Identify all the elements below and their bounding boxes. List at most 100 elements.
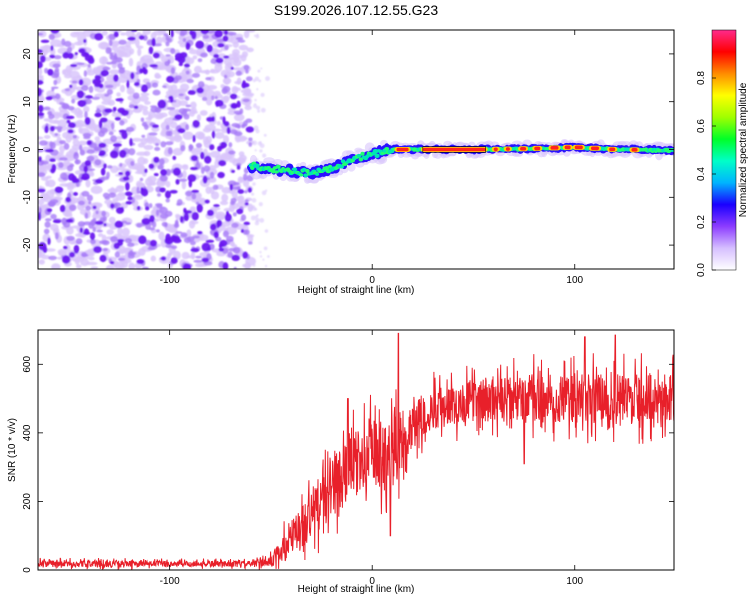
noise-blob-dark — [94, 75, 102, 80]
noise-blob-mid — [92, 226, 97, 233]
track-hot-core — [505, 147, 510, 151]
noise-blob-dark — [236, 164, 241, 170]
noise-blob-dark — [223, 121, 230, 127]
noise-blob-dark — [206, 116, 215, 122]
noise-blob-mid — [234, 131, 243, 137]
colorbar-tick-label: 0.8 — [696, 71, 707, 85]
noise-blob-light — [38, 74, 44, 78]
noise-blob-light — [111, 44, 118, 52]
noise-blob-dark — [98, 150, 106, 156]
noise-blob-light — [108, 216, 116, 224]
noise-blob-light — [230, 241, 235, 247]
noise-blob-light — [234, 133, 242, 143]
noise-blob-dark — [49, 54, 55, 59]
noise-blob-dark — [125, 181, 130, 191]
spectrogram-y-ticks: -20 -10 0 10 20 — [22, 48, 674, 252]
noise-blob-dark — [213, 53, 220, 59]
noise-blob-light — [182, 164, 189, 168]
noise-blob-light — [40, 176, 49, 181]
noise-blob-light — [115, 193, 126, 201]
noise-blob-mid — [193, 259, 203, 263]
noise-blob-mid — [81, 253, 89, 257]
noise-blob-mid — [86, 155, 95, 162]
noise-blob-light — [101, 100, 112, 105]
noise-blob-dark — [113, 242, 120, 250]
noise-blob-mid — [79, 149, 86, 156]
noise-blob-dark — [68, 251, 76, 258]
noise-blob-mid — [173, 99, 177, 103]
noise-blob-light — [90, 266, 99, 269]
noise-blob-dark — [149, 64, 158, 68]
noise-blob-dark — [67, 52, 74, 60]
noise-blob-dark — [127, 36, 136, 41]
noise-blob-dark — [191, 189, 200, 194]
noise-blob-dark — [114, 220, 124, 229]
noise-dot-edge — [258, 79, 262, 83]
noise-blob-dark — [76, 90, 85, 99]
noise-blob-mid — [228, 142, 233, 148]
noise-blob-dark — [144, 206, 150, 211]
noise-blob-mid — [144, 239, 152, 246]
track-core-green — [358, 157, 364, 162]
noise-blob-dark — [197, 231, 203, 235]
noise-blob-mid — [43, 106, 51, 111]
track-core-green — [360, 151, 365, 156]
noise-blob-light — [118, 264, 124, 268]
noise-blob-mid — [135, 71, 141, 75]
snr-x-tick-label: 100 — [566, 576, 583, 587]
noise-blob-dark — [100, 167, 106, 176]
noise-blob-light — [158, 112, 168, 118]
noise-blob-dark — [77, 99, 87, 107]
noise-blob-mid — [227, 180, 237, 187]
noise-blob-mid — [209, 171, 215, 179]
noise-blob-mid — [119, 162, 123, 167]
noise-blob-light — [106, 229, 114, 235]
noise-dot-edge — [263, 246, 268, 251]
noise-blob-dark — [213, 231, 219, 239]
noise-blob-mid — [68, 204, 77, 211]
noise-blob-light — [43, 134, 51, 139]
noise-blob-mid — [233, 110, 242, 115]
noise-blob-light — [39, 95, 45, 103]
noise-dot-edge — [261, 190, 267, 196]
noise-blob-dark — [136, 258, 145, 265]
noise-blob-light — [115, 185, 125, 193]
snr-frame — [37, 329, 675, 571]
spectrogram-x-tick-label: 0 — [369, 275, 375, 286]
noise-blob-mid — [203, 165, 211, 172]
noise-blob-mid — [55, 93, 61, 100]
noise-blob-light — [236, 200, 249, 209]
noise-blob-mid — [166, 106, 176, 111]
noise-blob-light — [101, 234, 107, 242]
noise-blob-mid — [158, 158, 165, 166]
noise-blob-dark — [207, 209, 214, 217]
noise-blob-mid — [242, 173, 248, 181]
noise-blob-light — [205, 97, 213, 106]
noise-dot-edge — [251, 198, 257, 203]
snr-x-ticks: -100 0 100 — [160, 330, 584, 587]
noise-blob-dark — [218, 247, 225, 252]
noise-blob-light — [64, 183, 75, 188]
noise-blob-dark — [130, 72, 135, 80]
noise-blob-light — [78, 127, 90, 135]
noise-blob-dark — [38, 79, 44, 85]
noise-blob-mid — [38, 172, 46, 178]
noise-blob-dark — [138, 35, 145, 40]
noise-blob-mid — [128, 104, 135, 109]
noise-blob-mid — [147, 247, 156, 251]
noise-blob-light — [118, 51, 128, 58]
noise-blob-mid — [117, 257, 126, 261]
noise-blob-mid — [61, 38, 66, 46]
noise-blob-light — [181, 251, 190, 260]
noise-blob-mid — [99, 240, 108, 245]
noise-blob-dark — [119, 149, 127, 158]
noise-blob-light — [99, 56, 109, 65]
noise-blob-light — [53, 120, 60, 124]
noise-blob-light — [204, 124, 216, 131]
noise-blob-dark — [157, 99, 167, 109]
noise-dot-edge — [262, 153, 267, 158]
track-core-green — [384, 147, 390, 151]
noise-blob-dark — [73, 244, 80, 254]
noise-blob-light — [137, 156, 146, 166]
